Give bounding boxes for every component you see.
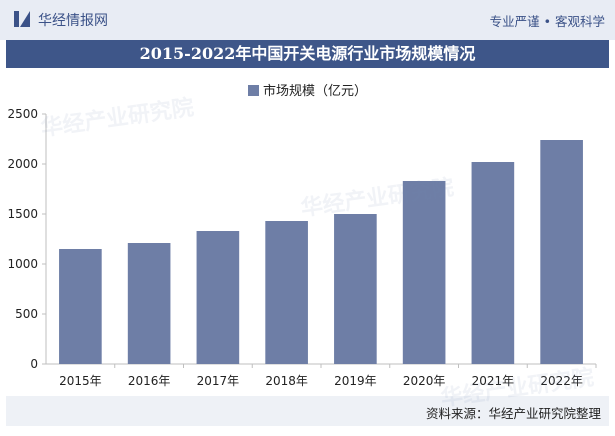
bar — [196, 231, 240, 364]
bar — [334, 214, 377, 364]
legend: 市场规模（亿元） — [0, 80, 615, 99]
x-tick-label: 2016年 — [128, 374, 171, 388]
bar — [471, 162, 515, 364]
y-tick-label: 1500 — [7, 207, 38, 221]
x-tick-label: 2017年 — [197, 374, 240, 388]
tagline: 专业严谨 • 客观科学 — [489, 14, 605, 29]
bar — [59, 249, 102, 364]
legend-label: 市场规模（亿元） — [262, 84, 367, 99]
y-tick-label: 2500 — [7, 107, 38, 121]
title-bar: 2015-2022年中国开关电源行业市场规模情况 — [6, 40, 609, 68]
source-note: 资料来源：华经产业研究院整理 — [425, 406, 601, 421]
y-tick-label: 500 — [15, 307, 38, 321]
y-tick-label: 0 — [30, 357, 38, 371]
brand-name: 华经情报网 — [38, 13, 108, 29]
logo-icon — [14, 11, 30, 27]
footer-bar — [6, 396, 609, 426]
x-tick-label: 2018年 — [265, 374, 308, 388]
top-bar: 华经情报网 专业严谨 • 客观科学 — [0, 0, 615, 40]
legend-swatch — [247, 85, 259, 96]
bar — [127, 243, 171, 364]
y-tick-label: 1000 — [7, 257, 38, 271]
bar — [265, 221, 308, 364]
x-tick-label: 2021年 — [472, 374, 515, 388]
x-tick-label: 2019年 — [334, 374, 377, 388]
y-tick-label: 2000 — [7, 157, 38, 171]
bar — [402, 181, 446, 364]
chart-title: 2015-2022年中国开关电源行业市场规模情况 — [139, 44, 476, 63]
x-tick-label: 2022年 — [540, 374, 583, 388]
x-tick-label: 2015年 — [59, 374, 102, 388]
bar — [540, 140, 583, 364]
x-tick-label: 2020年 — [403, 374, 446, 388]
